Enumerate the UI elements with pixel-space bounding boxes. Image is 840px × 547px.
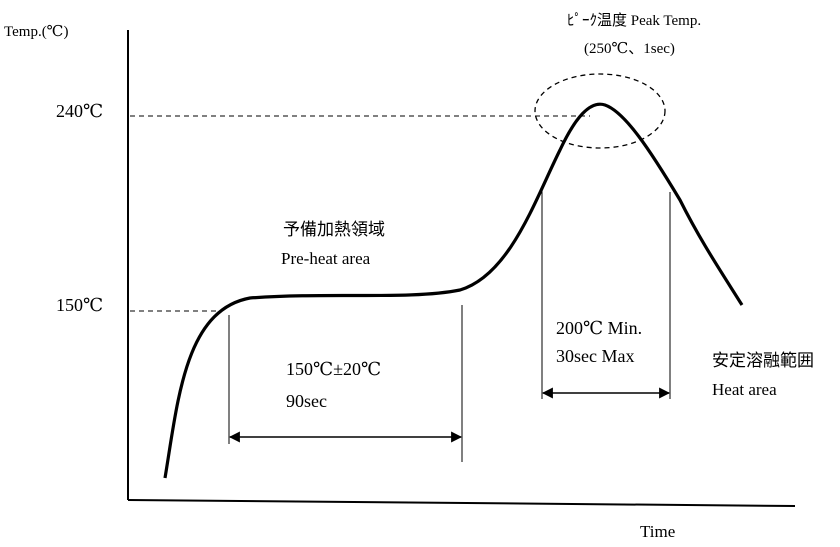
y-axis-label: Temp.(℃) — [4, 24, 69, 40]
level-240-label: 240℃ — [56, 101, 104, 121]
reflow-spec-temp: 200℃ Min. — [556, 318, 643, 338]
peak-temp-label: ﾋﾟｰｸ温度 Peak Temp. — [567, 13, 702, 29]
reflow-spec-time: 30sec Max — [556, 346, 635, 366]
peak-temp-detail: (250℃、1sec) — [584, 41, 675, 57]
preheat-spec-temp: 150℃±20℃ — [286, 359, 382, 379]
preheat-label-jp: 予備加熱領域 — [283, 220, 385, 239]
preheat-spec-time: 90sec — [286, 391, 327, 411]
peak-ellipse — [534, 73, 666, 149]
temperature-profile-curve — [163, 102, 744, 479]
heat-area-label-en: Heat area — [712, 380, 777, 399]
preheat-label-en: Pre-heat area — [281, 249, 371, 268]
heat-area-label-jp: 安定溶融範囲 — [712, 351, 814, 370]
level-150-label: 150℃ — [56, 295, 104, 315]
x-axis-label: Time — [640, 522, 676, 541]
x-axis — [127, 499, 796, 507]
